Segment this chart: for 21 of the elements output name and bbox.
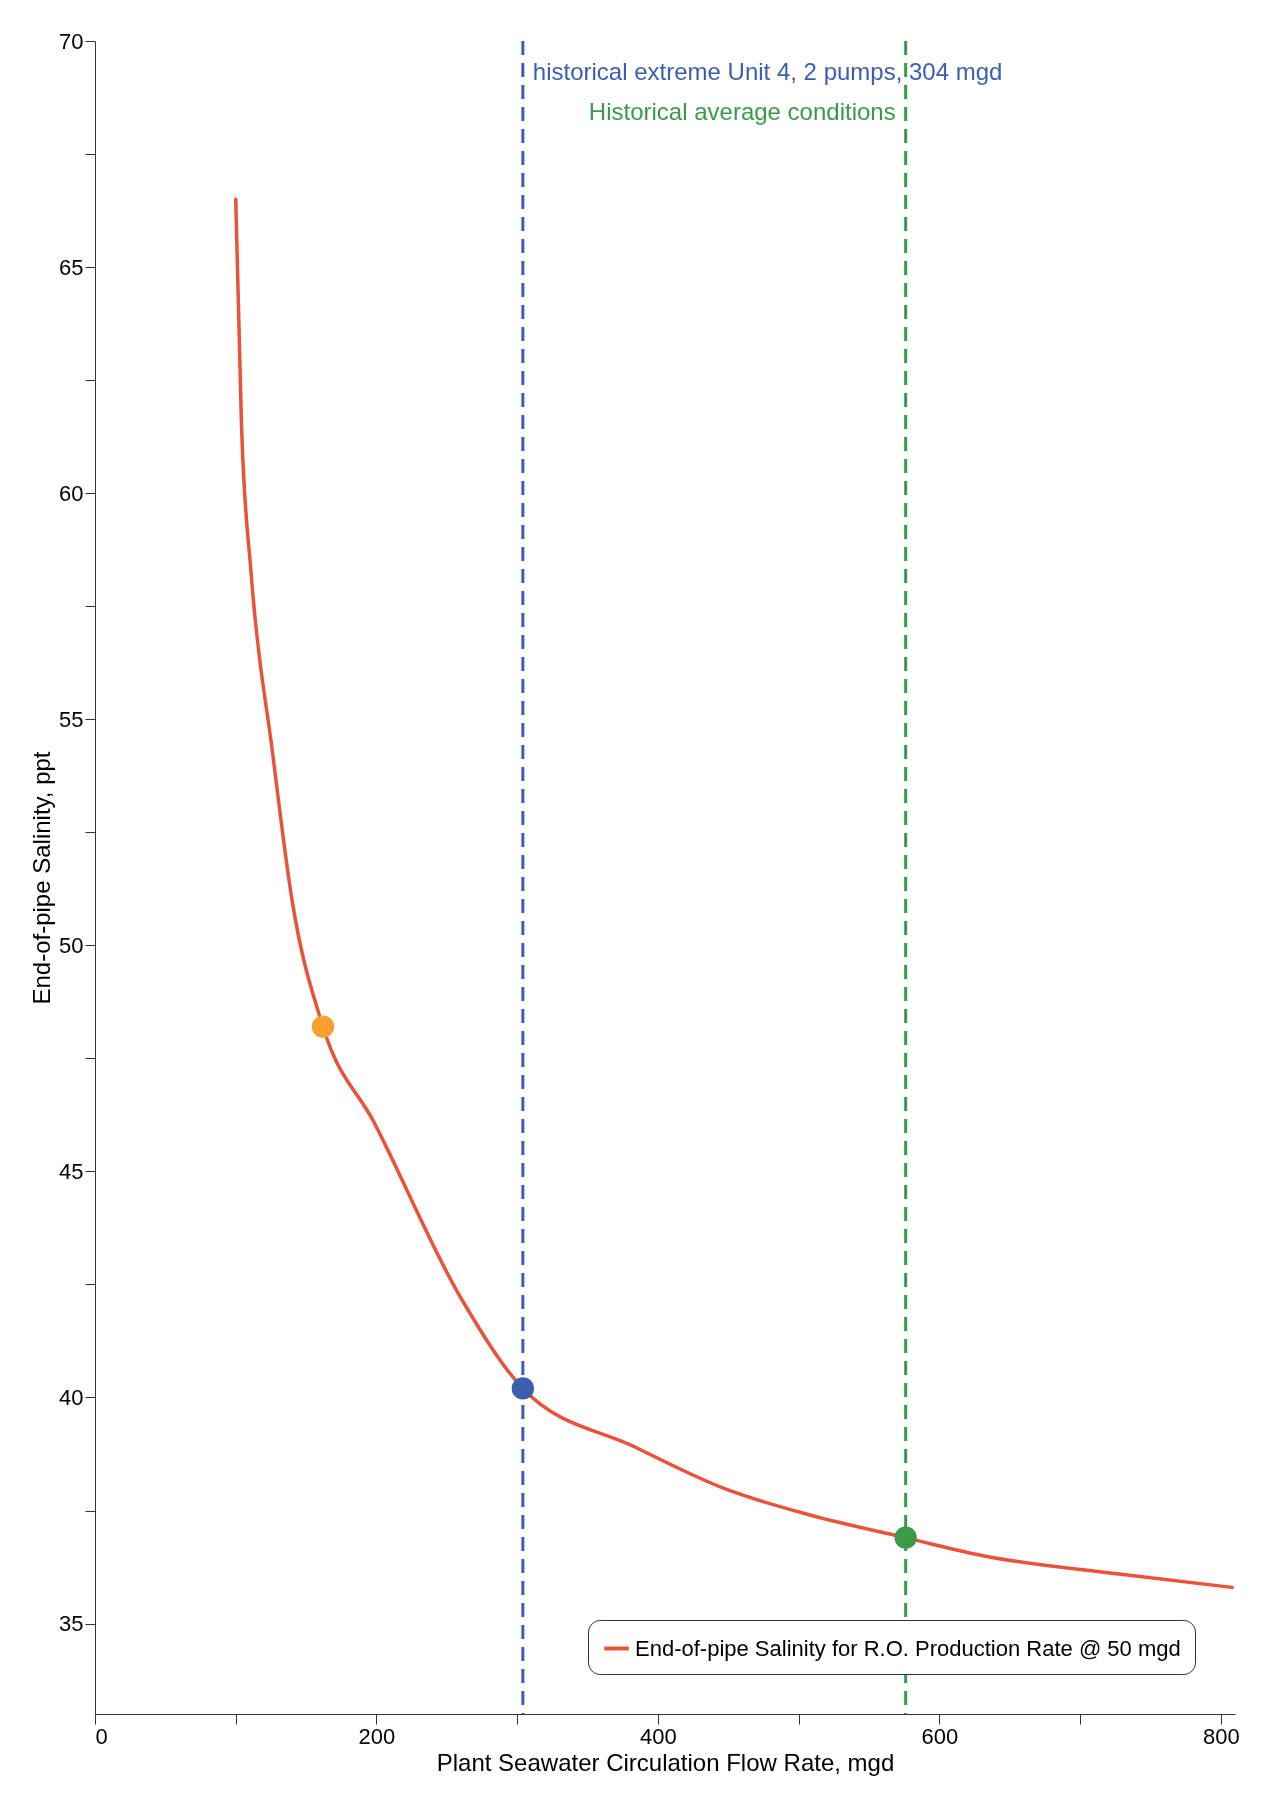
point xyxy=(511,1377,535,1400)
point xyxy=(311,1015,335,1038)
x-tick-label: 200 xyxy=(358,1723,396,1749)
y-tick-label: 40 xyxy=(59,1384,84,1410)
x-tick-label: 400 xyxy=(640,1723,677,1749)
y-tick-label: 65 xyxy=(59,254,84,280)
y-tick-label: 50 xyxy=(59,932,84,958)
x-tick-label: 0 xyxy=(95,1723,108,1749)
y-tick-label: 45 xyxy=(59,1158,84,1184)
y-tick-label: 70 xyxy=(59,28,84,54)
y-tick-label: 35 xyxy=(59,1611,84,1637)
ref-line-label: historical extreme Unit 4, 2 pumps, 304 mgd xyxy=(532,58,1003,85)
x-tick-label: 600 xyxy=(921,1723,959,1749)
y-tick-label: 60 xyxy=(59,480,84,506)
line-series xyxy=(233,197,1234,1590)
x-axis-title: Plant Seawater Circulation Flow Rate, mgd xyxy=(436,1748,895,1776)
y-tick-label: 55 xyxy=(59,706,84,732)
y-axis-title: End-of-pipe Salinity, ppt xyxy=(28,751,56,1005)
x-tick-label: 800 xyxy=(1203,1723,1240,1749)
legend-label: End-of-pipe Salinity for R.O. Production Rate @ 50 mgd xyxy=(635,1635,1181,1661)
ref-line-label: Historical average conditions xyxy=(588,98,896,125)
